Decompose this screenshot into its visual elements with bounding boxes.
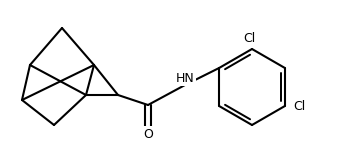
Text: Cl: Cl: [293, 100, 305, 112]
Text: HN: HN: [176, 72, 194, 85]
Text: O: O: [143, 128, 153, 140]
Text: Cl: Cl: [243, 33, 255, 46]
